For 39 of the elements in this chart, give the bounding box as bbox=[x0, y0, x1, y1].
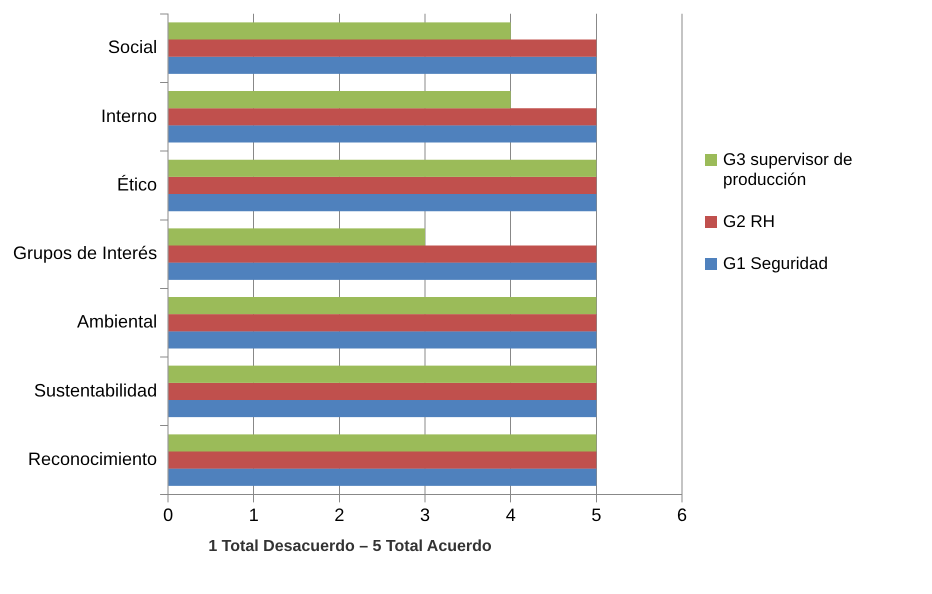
legend-label: G2 RH bbox=[723, 212, 775, 232]
bar bbox=[168, 91, 511, 108]
y-tick-label: Ambiental bbox=[77, 312, 158, 332]
bar bbox=[168, 331, 596, 349]
bar bbox=[168, 382, 596, 400]
y-tick-label: Social bbox=[108, 37, 158, 58]
bar bbox=[168, 297, 596, 314]
x-tick-label: 5 bbox=[591, 505, 602, 526]
bar bbox=[168, 160, 596, 177]
bar bbox=[168, 22, 511, 40]
bar bbox=[168, 366, 596, 383]
legend-label: G1 Seguridad bbox=[723, 254, 828, 274]
y-tick-label: Sustentabilidad bbox=[34, 380, 158, 400]
bar bbox=[168, 314, 596, 332]
y-tick-label: Grupos de Interés bbox=[12, 243, 158, 264]
bar bbox=[168, 451, 596, 469]
bar bbox=[168, 262, 596, 280]
bar bbox=[168, 56, 596, 74]
legend-label: G3 supervisor de producción bbox=[723, 150, 854, 190]
bar bbox=[168, 125, 596, 143]
y-tick-label: Ético bbox=[117, 174, 158, 194]
bar bbox=[168, 194, 596, 212]
bar bbox=[168, 40, 596, 57]
bar bbox=[168, 400, 596, 418]
bar bbox=[168, 434, 596, 452]
text: 1 Total Desacuerdo – 5 Total Acuerdo bbox=[207, 538, 493, 556]
bar bbox=[168, 246, 596, 263]
x-tick-label: 2 bbox=[334, 505, 344, 526]
y-tick-label: Interno bbox=[101, 106, 158, 126]
bar bbox=[168, 176, 596, 194]
bar bbox=[168, 108, 596, 126]
x-tick-label: 3 bbox=[420, 505, 430, 526]
x-tick-label: 0 bbox=[163, 505, 174, 526]
y-tick-label: Reconocimiento bbox=[28, 449, 158, 470]
x-tick-label: 4 bbox=[506, 505, 516, 526]
bar bbox=[168, 228, 426, 246]
x-tick-label: 1 bbox=[248, 505, 259, 526]
bar bbox=[168, 468, 596, 486]
x-tick-label: 6 bbox=[676, 505, 688, 526]
